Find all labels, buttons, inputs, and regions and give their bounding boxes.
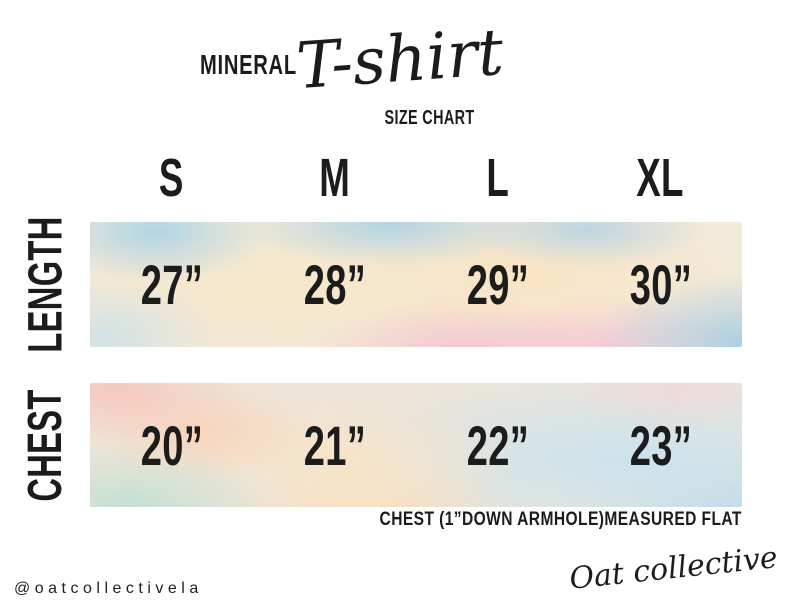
chest-value-m: 21” [253, 383, 416, 507]
length-value-l: 29” [416, 222, 579, 347]
instagram-handle: @oatcollectivela [14, 580, 203, 597]
length-value-xl-text: 30” [629, 253, 692, 316]
length-value-s: 27” [90, 222, 253, 347]
size-header-xl: XL [579, 148, 742, 208]
size-chart-subtitle-text: SIZE CHART [384, 107, 474, 129]
size-header-m-label: M [319, 148, 350, 208]
chest-value-l-text: 22” [466, 413, 529, 477]
chest-watercolor-band: 20” 21” 22” 23” [90, 383, 742, 507]
chest-value-l: 22” [416, 383, 579, 507]
size-header-s: S [90, 148, 253, 208]
brand-line: MINERAL [200, 49, 297, 80]
chest-value-s-text: 20” [140, 413, 203, 477]
measurement-note-text: CHEST (1”DOWN ARMHOLE)MEASURED FLAT [379, 509, 742, 530]
chest-value-xl-text: 23” [629, 413, 692, 477]
chest-value-xl: 23” [579, 383, 742, 507]
measurement-note: CHEST (1”DOWN ARMHOLE)MEASURED FLAT [300, 509, 742, 531]
length-value-s-text: 27” [140, 253, 203, 316]
length-value-m-text: 28” [303, 253, 366, 316]
length-value-l-text: 29” [466, 253, 529, 316]
product-script-title: T-shirt [294, 15, 506, 105]
size-chart-subtitle: SIZE CHART [329, 108, 529, 128]
length-value-m: 28” [253, 222, 416, 347]
chest-row-label-text: CHEST [19, 388, 73, 502]
chest-value-s: 20” [90, 383, 253, 507]
size-header-s-label: S [159, 148, 184, 208]
length-watercolor-band: 27” 28” 29” 30” [90, 222, 742, 347]
length-row-label-text: LENGTH [19, 216, 73, 353]
size-header-l: L [416, 148, 579, 208]
chest-row-label: CHEST [6, 383, 86, 507]
length-value-xl: 30” [579, 222, 742, 347]
size-header-xl-label: XL [636, 148, 685, 208]
brand-signature: Oat collective [567, 540, 780, 597]
chest-value-m-text: 21” [303, 413, 366, 477]
size-header-row: S M L XL [90, 148, 742, 208]
length-row-label: LENGTH [6, 216, 86, 352]
size-header-m: M [253, 148, 416, 208]
size-header-l-label: L [486, 148, 509, 208]
